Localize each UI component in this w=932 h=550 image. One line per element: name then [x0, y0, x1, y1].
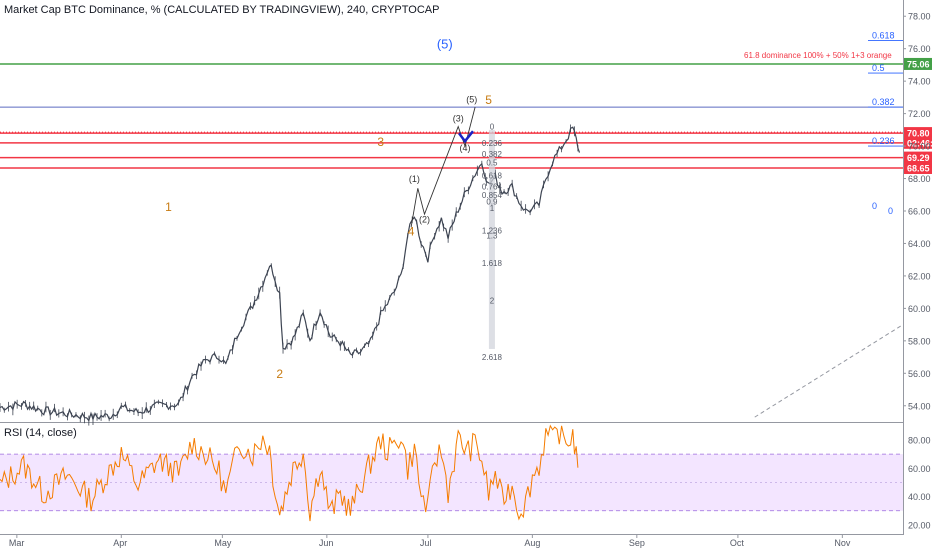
wave-3: 3: [377, 135, 384, 149]
fib-mid-label: 0: [490, 123, 495, 132]
x-tick-label: Oct: [730, 538, 745, 548]
fib-mid-label: 2.618: [482, 353, 503, 362]
fib-mid-label: 0.618: [482, 171, 503, 180]
price-label-bg: [904, 57, 932, 70]
y-tick-label: 60.00: [908, 304, 931, 314]
subwave-3: (3): [453, 114, 464, 124]
rsi-title: RSI (14, close): [4, 427, 77, 439]
rsi-panel: [0, 424, 903, 522]
wave-4: 4: [408, 224, 415, 238]
fib-mid-label: 0.9: [486, 197, 498, 206]
wave-1: 1: [165, 200, 172, 214]
y-tick-label: 72.00: [908, 109, 931, 119]
wave-labels: (5) 1 2 3 4 5 (1) (2) (3) (4) (5): [165, 37, 492, 381]
x-tick-label: Jul: [420, 538, 432, 548]
y-tick-label: 56.00: [908, 369, 931, 379]
price-series: [0, 124, 581, 426]
fib-right-label: 0.618: [872, 31, 895, 41]
price-label: 70.80: [907, 129, 930, 139]
fib-right-label: 0.5: [872, 63, 885, 73]
y-tick-label: 68.00: [908, 174, 931, 184]
y-tick-label: 74.00: [908, 77, 931, 87]
price-label-bg: [904, 151, 932, 164]
fib-mid-label: 0.854: [482, 191, 503, 200]
y-tick-label: 78.00: [908, 12, 931, 22]
rsi-line: [0, 424, 579, 522]
projection-line: [754, 324, 904, 418]
x-tick-label: Jun: [319, 538, 334, 548]
chart-title: Market Cap BTC Dominance, % (CALCULATED …: [4, 4, 440, 16]
fib-mid-label: 0.764: [482, 183, 503, 192]
price-label: 69.29: [907, 153, 930, 163]
y-tick-label: 64.00: [908, 239, 931, 249]
rsi-tick-label: 60.00: [908, 464, 931, 474]
fib-mid-label: 0.236: [482, 139, 503, 148]
fib-mid-label: 1: [490, 204, 495, 213]
price-label-bg: [904, 127, 932, 140]
price-label: 75.06: [907, 59, 930, 69]
subwave-1: (1): [409, 174, 420, 184]
subwave-5: (5): [466, 94, 477, 104]
annotation-text: 61.8 dominance 100% + 50% 1+3 orange: [744, 51, 892, 60]
price-label-bg: [904, 161, 932, 174]
down-arrow: [457, 130, 474, 144]
x-tick-label: Mar: [9, 538, 25, 548]
y-tick-label: 54.00: [908, 401, 931, 411]
y-tick-label: 58.00: [908, 336, 931, 346]
fib-mid-label: 1.236: [482, 226, 503, 235]
subwave-4: (4): [459, 143, 470, 153]
wave-5: 5: [485, 93, 492, 107]
x-tick-label: Aug: [524, 538, 540, 548]
x-tick-label: Sep: [629, 538, 645, 548]
price-marks: [410, 106, 904, 418]
price-label-bg: [904, 136, 932, 149]
rsi-tick-label: 40.00: [908, 492, 931, 502]
x-tick-label: Nov: [834, 538, 851, 548]
rsi-tick-label: 20.00: [908, 520, 931, 530]
y-tick-label: 62.00: [908, 271, 931, 281]
fib-mid-label: 1.3: [486, 231, 498, 240]
price-label: 02:46:16: [907, 138, 932, 148]
wave-big-5: (5): [437, 37, 453, 52]
fib-mid-label: 0.382: [482, 150, 503, 159]
y-tick-label: 76.00: [908, 44, 931, 54]
subwave-2: (2): [419, 214, 430, 224]
rsi-tick-label: 80.00: [908, 435, 931, 445]
fib-extension: 00.2360.3820.50.6180.7640.8540.911.2361.…: [482, 123, 503, 362]
fib-zero-label: 0: [888, 206, 893, 216]
price-line: [0, 126, 581, 422]
fib-right-label: 0.236: [872, 136, 895, 146]
fib-mid-label: 2: [490, 296, 495, 305]
fib-bar: [488, 129, 495, 349]
y-tick-label: 70.00: [908, 142, 931, 152]
fib-right-label: 0.382: [872, 97, 895, 107]
y-tick-label: 66.00: [908, 207, 931, 217]
fib-right-label: 0: [872, 201, 877, 211]
y-axis[interactable]: 54.00 56.00 58.00 60.00 62.00 64.00 66.00 68.00…: [903, 12, 931, 531]
fib-mid-label: 1.618: [482, 259, 503, 268]
x-axis[interactable]: Mar Apr May Jun Jul Aug Sep Oct Nov: [9, 534, 851, 548]
wave-2: 2: [276, 367, 283, 381]
x-tick-label: May: [214, 538, 232, 548]
price-label: 68.65: [907, 163, 930, 173]
x-tick-label: Apr: [113, 538, 127, 548]
fib-mid-label: 0.5: [486, 158, 498, 167]
